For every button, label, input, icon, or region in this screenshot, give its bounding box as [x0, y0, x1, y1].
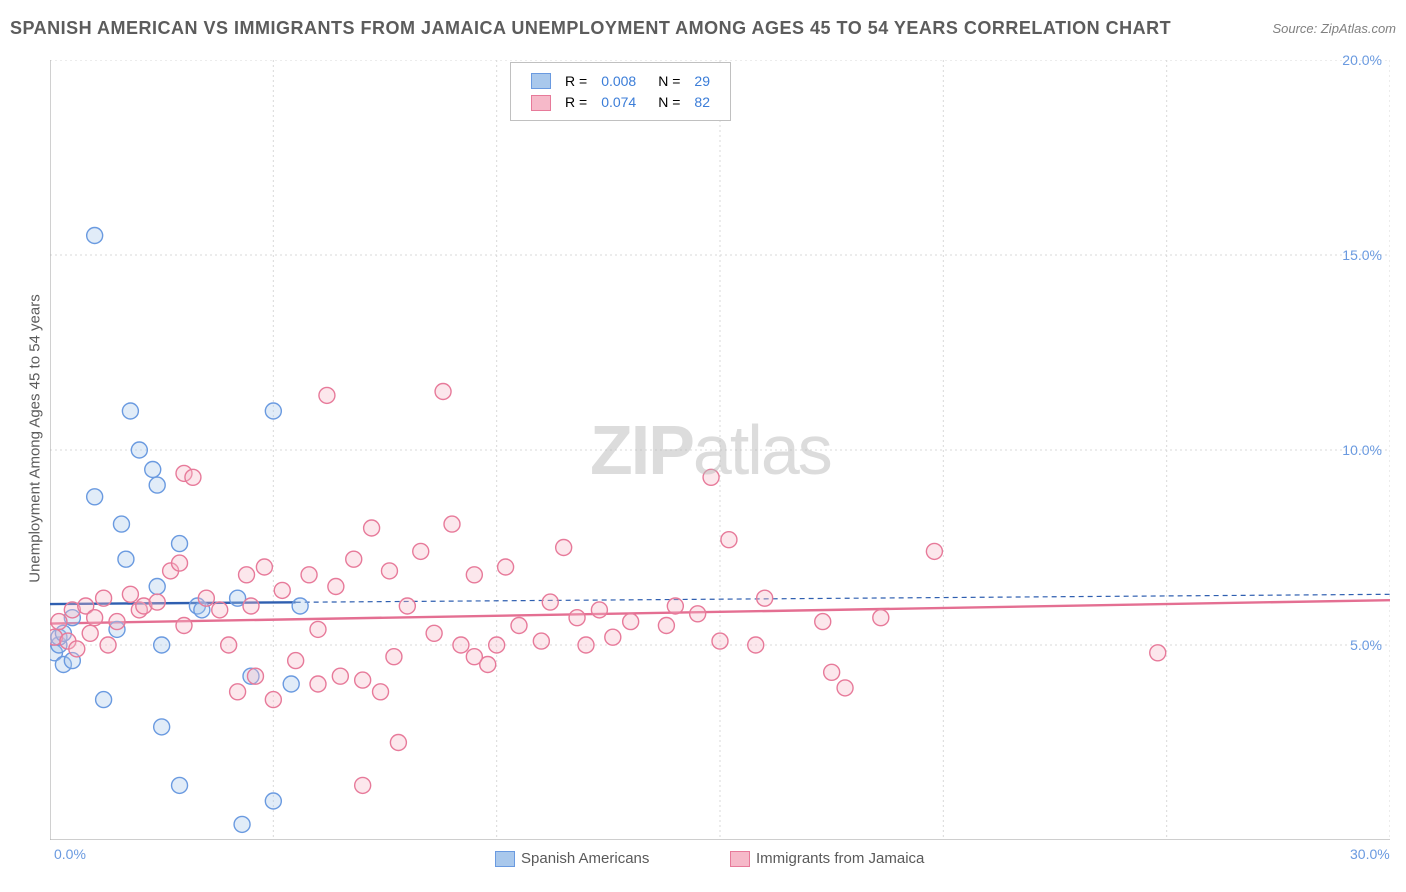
y-tick-label: 15.0%	[1342, 247, 1382, 263]
x-tick-label: 0.0%	[54, 846, 86, 862]
legend-row: R =0.074N =82	[525, 92, 716, 111]
legend-item-jamaica: Immigrants from Jamaica	[730, 850, 924, 867]
legend-label: Spanish Americans	[521, 850, 649, 867]
y-tick-label: 5.0%	[1350, 637, 1382, 653]
legend-swatch-icon	[495, 851, 515, 867]
correlation-legend: R =0.008N =29 R =0.074N =82	[510, 62, 731, 121]
legend-swatch-icon	[730, 851, 750, 867]
source-label: Source: ZipAtlas.com	[1272, 21, 1396, 36]
legend-label: Immigrants from Jamaica	[756, 850, 924, 867]
y-tick-label: 20.0%	[1342, 52, 1382, 68]
legend-item-spanish: Spanish Americans	[495, 850, 649, 867]
legend-row: R =0.008N =29	[525, 71, 716, 90]
scatter-chart	[50, 60, 1390, 840]
title-bar: SPANISH AMERICAN VS IMMIGRANTS FROM JAMA…	[10, 18, 1396, 39]
x-tick-label: 30.0%	[1350, 846, 1390, 862]
chart-area: ZIPatlas R =0.008N =29R =0.074N =82 Span…	[50, 60, 1390, 840]
page-title: SPANISH AMERICAN VS IMMIGRANTS FROM JAMA…	[10, 18, 1171, 39]
y-tick-label: 10.0%	[1342, 442, 1382, 458]
y-axis-label: Unemployment Among Ages 45 to 54 years	[27, 139, 44, 739]
